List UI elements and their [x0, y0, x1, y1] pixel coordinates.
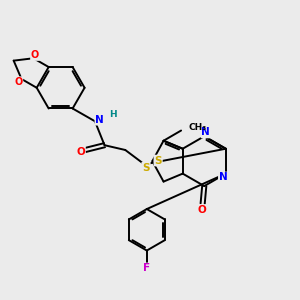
- Text: O: O: [31, 50, 39, 60]
- Text: O: O: [198, 205, 206, 215]
- Text: N: N: [202, 128, 210, 137]
- Text: S: S: [142, 163, 150, 172]
- Text: H: H: [109, 110, 116, 119]
- Text: S: S: [154, 155, 162, 166]
- Text: CH₃: CH₃: [188, 124, 206, 133]
- Text: O: O: [76, 147, 85, 157]
- Text: N: N: [219, 172, 228, 182]
- Text: F: F: [143, 263, 150, 273]
- Text: O: O: [14, 77, 22, 87]
- Text: N: N: [95, 115, 104, 125]
